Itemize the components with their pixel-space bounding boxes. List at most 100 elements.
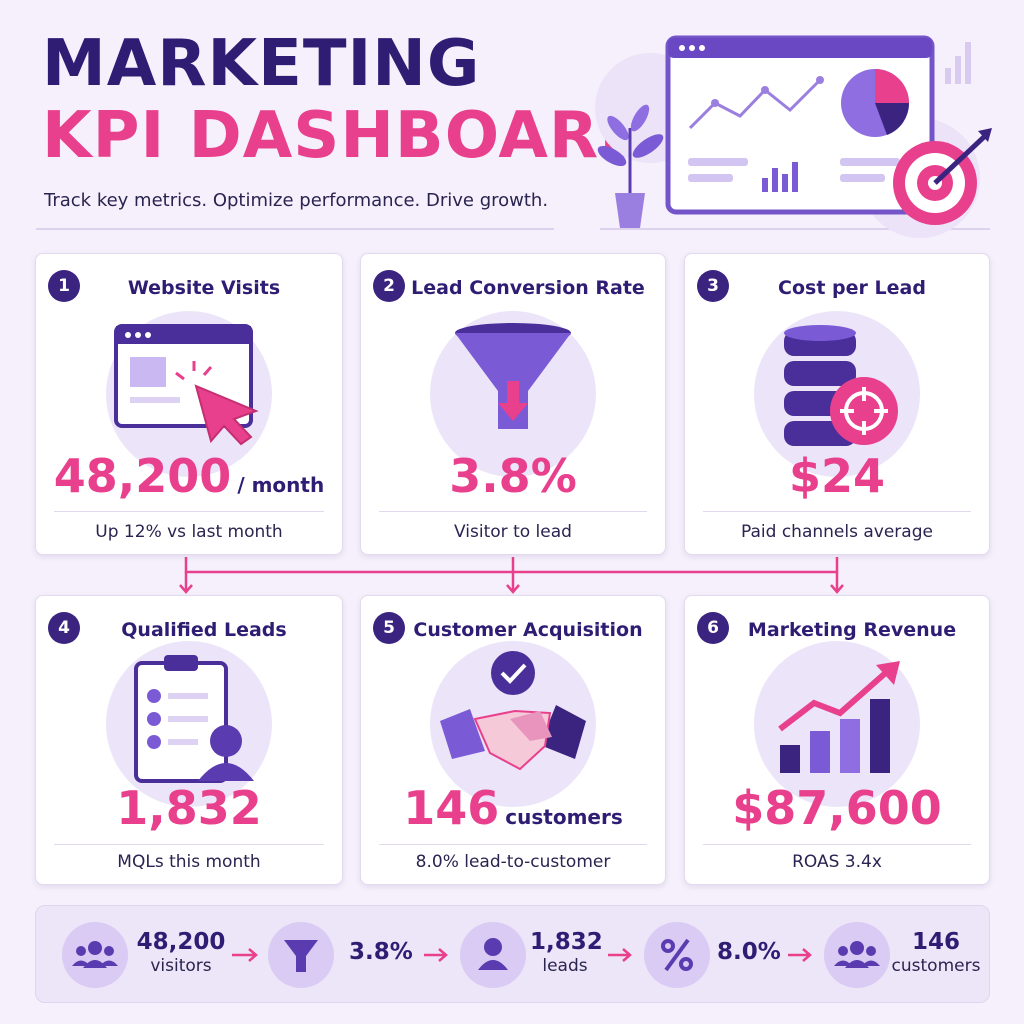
icon-shape <box>668 38 932 58</box>
icon-shape: 3.8% <box>361 449 665 503</box>
title-line1: MARKETING <box>42 27 481 101</box>
funnel-label: visitors <box>150 956 212 976</box>
icon-bg <box>824 922 890 988</box>
icon-shape <box>838 946 848 956</box>
header-illustration <box>595 35 992 238</box>
icon-shape <box>782 174 788 192</box>
kpi-card: 6 Marketing Revenue $87,600 ROAS 3.4x <box>684 595 990 885</box>
icon-bg <box>430 311 596 477</box>
card-value: $24 <box>788 449 886 503</box>
kpi-card: 1 Website Visits 48,200/ month Up 12% vs… <box>35 253 343 555</box>
icon-browser <box>114 324 259 446</box>
icon-shape: $87,600 <box>685 781 989 835</box>
icon-shape <box>500 663 527 684</box>
icon-shape <box>510 711 552 741</box>
icon-shape <box>816 76 824 84</box>
icon-shape <box>679 45 685 51</box>
icon-shape <box>175 361 213 381</box>
divider <box>703 844 971 845</box>
icon-shape <box>88 941 102 955</box>
icon-shape <box>780 745 800 773</box>
icon-shape <box>830 584 844 594</box>
icon-shape <box>424 948 448 962</box>
divider <box>379 844 647 845</box>
icon-shape <box>179 584 193 594</box>
icon-shape <box>145 332 151 338</box>
card-number: 3 <box>697 270 729 302</box>
icon-shape <box>284 940 318 972</box>
icon-shape <box>168 739 198 745</box>
icon-shape <box>965 42 971 84</box>
icon-shape <box>184 557 839 574</box>
icon-shape <box>210 725 242 757</box>
icon-shape <box>945 68 951 84</box>
tagline: Track key metrics. Optimize performance.… <box>44 190 549 211</box>
funnel-value: 8.0% <box>717 939 781 965</box>
divider <box>36 228 554 230</box>
icon-shape <box>862 960 880 966</box>
icon-shape <box>147 712 161 726</box>
icon-shape <box>175 371 185 381</box>
card-note: ROAS 3.4x <box>792 852 882 872</box>
icon-shape <box>761 86 769 94</box>
icon-shape <box>834 960 852 966</box>
icon-shape: 146 customers <box>361 781 665 835</box>
icon-shape <box>232 948 258 962</box>
icon-shape <box>875 103 910 135</box>
card-number: 4 <box>48 612 80 644</box>
icon-people <box>834 941 880 968</box>
funnel-value: 146 <box>911 929 960 955</box>
divider <box>703 511 971 512</box>
icon-bg <box>754 641 920 807</box>
icon-shape <box>130 357 166 387</box>
funnel-label: customers <box>891 956 981 976</box>
icon-shape <box>772 168 778 192</box>
kpi-card: 5 Customer Acquisition 146 customers 8.0%… <box>360 595 666 885</box>
funnel-value: 48,200 <box>136 929 226 955</box>
card-value: 1,832 <box>116 781 262 835</box>
icon-funnel-small <box>284 940 318 972</box>
card-note: Visitor to lead <box>454 522 572 542</box>
icon-shape <box>689 45 695 51</box>
icon-shape <box>72 960 90 966</box>
icon-shape <box>168 693 208 699</box>
icon-shape <box>164 655 198 671</box>
icon-funnel <box>455 323 571 429</box>
card-title: Lead Conversion Rate <box>411 277 645 299</box>
funnel-arrows <box>232 948 812 962</box>
icon-shape <box>870 699 890 773</box>
icon-shape <box>850 941 864 955</box>
card-unit: customers <box>505 805 623 829</box>
icon-shape <box>711 99 719 107</box>
icon-shape <box>840 719 860 773</box>
divider <box>54 511 324 512</box>
card-number: 1 <box>48 270 80 302</box>
icon-shape <box>699 45 705 51</box>
icon-shape <box>664 938 690 972</box>
icon-shape <box>792 162 798 192</box>
divider <box>600 228 990 230</box>
icon-shape <box>72 941 118 968</box>
icon-shape <box>630 104 650 132</box>
icon-shape <box>615 193 645 228</box>
icon-shape: 1,832 leads <box>530 930 603 978</box>
icon-people <box>72 941 118 968</box>
icon-bg <box>106 641 272 807</box>
card-note: MQLs this month <box>117 852 261 872</box>
icon-shape: $24 <box>685 449 989 503</box>
icon-growth <box>778 661 900 773</box>
card-number: 6 <box>697 612 729 644</box>
divider <box>54 844 324 845</box>
icon-shape <box>147 735 161 749</box>
icon-shape <box>688 174 733 182</box>
icon-shape <box>840 174 885 182</box>
icon-shape <box>76 946 86 956</box>
card-value: 3.8% <box>449 449 577 503</box>
icon-shape <box>661 939 675 953</box>
icon-shape <box>116 326 251 344</box>
icon-shape: 48,200 visitors <box>136 930 226 978</box>
kpi-card: 4 Qualified Leads 1,832 MQLs this month <box>35 595 343 885</box>
icon-shape <box>933 134 987 185</box>
card-value: $87,600 <box>732 781 942 835</box>
icon-shape <box>440 709 485 759</box>
